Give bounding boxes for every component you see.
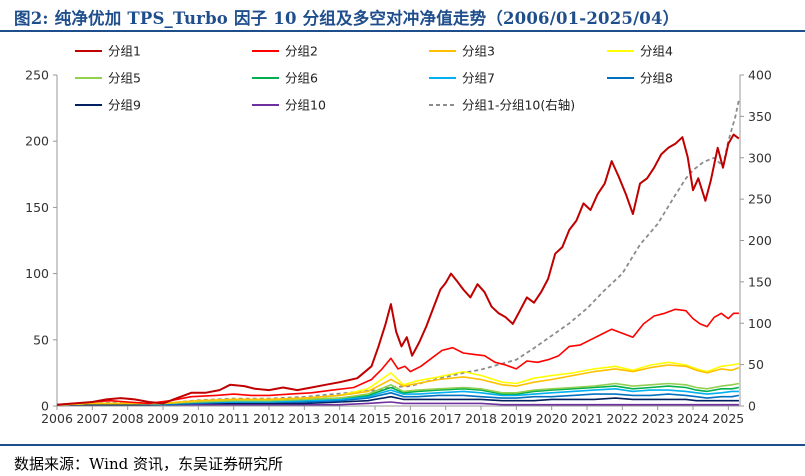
x-tick-label: 2006: [41, 411, 73, 426]
left-tick-label: 250: [25, 68, 49, 83]
chart-title: 图2: 纯净优加 TPS_Turbo 因子 10 分组及多空对冲净值走势（200…: [14, 9, 680, 28]
x-tick-label: 2009: [147, 411, 179, 426]
left-tick-label: 150: [25, 200, 49, 215]
legend-label-3: 分组3: [462, 44, 495, 59]
series-line-1: [56, 133, 740, 406]
chart-area: 0 50 100 150 200 250 0 50 100 150 200 250 300 350 400 2…: [0, 32, 805, 444]
x-tick-label: 2016: [394, 411, 426, 426]
x-tick-label: 2020: [536, 411, 568, 426]
x-tick-label: 2010: [182, 411, 214, 426]
x-tick-label: 2023: [642, 411, 674, 426]
legend-label-6: 分组6: [285, 71, 318, 86]
x-tick-label: 2017: [430, 411, 462, 426]
x-tick-label: 2024: [677, 411, 709, 426]
x-tick-label: 2018: [465, 411, 497, 426]
series-line-7: [56, 388, 739, 406]
series-line-10: [57, 401, 739, 406]
x-tick-label: 2014: [324, 411, 356, 426]
x-tick-label: 2007: [76, 411, 108, 426]
series-line-11: [56, 99, 740, 407]
series-line-9: [57, 395, 739, 406]
legend-label-8: 分组8: [640, 71, 673, 86]
right-tick-label: 200: [748, 233, 772, 248]
x-tick-label: 2022: [606, 411, 638, 426]
legend-label-5: 分组5: [108, 71, 141, 86]
right-tick-label: 0: [748, 399, 756, 414]
left-tick-label: 100: [25, 266, 49, 281]
legend-label-7: 分组7: [462, 71, 495, 86]
legend-label-11: 分组1-分组10(右轴): [462, 98, 575, 113]
series-line-2: [56, 308, 739, 406]
source-note: 数据来源：Wind 资讯，东吴证券研究所: [14, 455, 283, 473]
x-tick-label: 2019: [500, 411, 532, 426]
right-tick-label: 400: [748, 68, 772, 83]
legend-label-2: 分组2: [285, 44, 318, 59]
line-chart: 0 50 100 150 200 250 0 50 100 150 200 250 300 350 400 2…: [25, 44, 772, 427]
left-tick-label: 50: [33, 332, 49, 347]
series-line-5: [56, 382, 740, 406]
x-tick-label: 2021: [571, 411, 603, 426]
left-tick-label: 0: [41, 399, 49, 414]
right-tick-label: 250: [748, 192, 772, 207]
x-tick-label: 2015: [359, 411, 391, 426]
x-tick-label: 2012: [253, 411, 285, 426]
legend-label-10: 分组10: [285, 98, 326, 113]
legend-label-1: 分组1: [108, 44, 141, 59]
legend-label-4: 分组4: [640, 44, 673, 59]
x-tick-label: 2008: [112, 411, 144, 426]
left-tick-label: 200: [25, 134, 49, 149]
legend-label-9: 分组9: [108, 98, 141, 113]
right-tick-label: 350: [748, 109, 772, 124]
x-tick-label: 2025: [712, 411, 744, 426]
right-tick-label: 150: [748, 274, 772, 289]
x-tick-label: 2011: [218, 411, 250, 426]
source-bar: 数据来源：Wind 资讯，东吴证券研究所: [0, 444, 805, 476]
right-tick-label: 100: [748, 316, 772, 331]
title-bar: 图2: 纯净优加 TPS_Turbo 因子 10 分组及多空对冲净值走势（200…: [0, 0, 805, 32]
series-line-3: [56, 364, 740, 406]
right-tick-label: 50: [748, 357, 764, 372]
x-tick-label: 2013: [288, 411, 320, 426]
right-tick-label: 300: [748, 150, 772, 165]
